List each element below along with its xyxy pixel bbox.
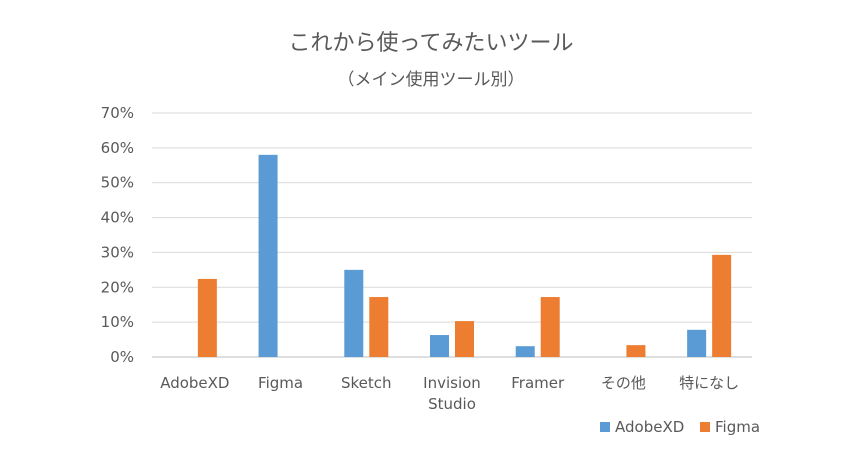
x-tick-label: Figma [258,374,303,392]
legend-swatch-figma [700,422,710,432]
gridlines [152,112,752,358]
y-tick-label: 40% [101,209,134,227]
y-tick-label: 0% [110,348,134,366]
bar-adobexd-4 [515,346,535,357]
legend-label-adobexd: AdobeXD [615,418,684,436]
bar-figma-2 [369,297,389,357]
x-tick-label: 特になし [679,374,739,392]
bar-adobexd-1 [258,154,278,357]
chart-title: これから使ってみたいツール [289,31,574,56]
legend: AdobeXD Figma [600,418,760,436]
bar-figma-4 [540,297,560,357]
legend-swatch-adobexd [600,422,610,432]
x-axis-tick-labels: AdobeXD Figma Sketch Invision Studio Framer その… [160,374,739,413]
chart-subtitle: （メイン使用ツール別） [338,69,525,90]
legend-label-figma: Figma [715,418,760,436]
bar-adobexd-3 [430,335,449,357]
bar-adobexd-6 [687,329,707,357]
x-tick-label: AdobeXD [160,374,229,392]
x-tick-label: その他 [601,374,646,392]
x-tick-label: Invision Studio [423,374,481,413]
y-axis-tick-labels: 0% 10% 20% 30% 40% 50% 60% 70% [101,104,134,366]
x-tick-label: Framer [511,374,565,392]
bar-figma-6 [712,254,732,357]
bar-figma-3 [455,321,474,357]
y-tick-label: 20% [101,278,134,296]
y-tick-label: 70% [101,104,134,122]
bar-figma-5 [626,345,646,357]
y-tick-label: 50% [101,174,134,192]
bar-figma-0 [197,278,217,357]
x-tick-label: Sketch [341,374,392,392]
y-tick-label: 10% [101,313,134,331]
y-tick-label: 60% [101,139,134,157]
bar-adobexd-2 [344,269,364,357]
bars [197,154,732,357]
y-tick-label: 30% [101,243,134,261]
